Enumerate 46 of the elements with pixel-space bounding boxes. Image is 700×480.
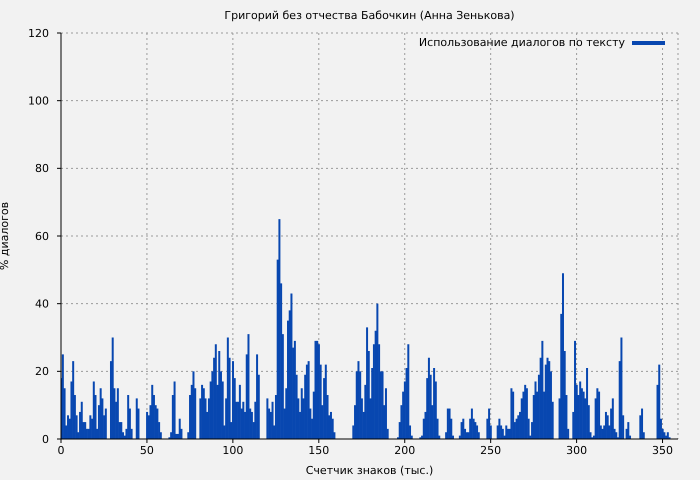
bar [366, 327, 368, 439]
bar [116, 388, 119, 439]
x-tick-label: 150 [308, 444, 330, 457]
bar [460, 422, 463, 439]
x-tick-label: 250 [480, 444, 502, 457]
bar [433, 368, 436, 439]
bar [620, 338, 622, 439]
y-tick-label: 100 [28, 94, 49, 108]
x-tick-label: 350 [652, 444, 674, 457]
bar [627, 422, 630, 439]
bar [658, 364, 660, 439]
x-tick-label: 0 [58, 444, 64, 457]
bar [112, 338, 114, 439]
x-tick-label: 200 [394, 444, 416, 457]
x-tick-label: 100 [222, 444, 244, 457]
bar [72, 361, 74, 439]
bar [174, 381, 176, 439]
y-tick-label: 120 [28, 26, 49, 40]
x-axis-title: Счетчик знаков (тыс.) [306, 464, 434, 477]
y-tick-label: 80 [35, 162, 49, 176]
chart-title: Григорий без отчества Бабочкин (Анна Зенькова) [223, 9, 516, 22]
bar [612, 398, 614, 439]
x-tick-label: 300 [566, 444, 588, 457]
bar [488, 408, 490, 439]
legend-label: Использование диалогов по тексту [418, 36, 625, 49]
bar [666, 432, 669, 439]
y-tick-label: 60 [35, 230, 49, 243]
bar [178, 418, 181, 439]
bar [100, 388, 102, 439]
bar [641, 408, 644, 439]
bar [586, 368, 588, 439]
bar [256, 354, 258, 439]
y-tick-label: 40 [35, 298, 49, 311]
bar [308, 361, 310, 439]
bar [407, 344, 410, 439]
bar [247, 334, 250, 439]
bar [512, 392, 514, 439]
bar [524, 384, 526, 439]
bar [548, 361, 550, 439]
bar [201, 384, 204, 439]
bar [151, 384, 154, 439]
y-tick-label: 0 [42, 432, 49, 446]
bar [598, 392, 600, 439]
x-tick-label: 50 [140, 444, 154, 457]
y-axis-title: % диалогов [0, 202, 11, 270]
y-tick-label: 20 [35, 365, 49, 378]
